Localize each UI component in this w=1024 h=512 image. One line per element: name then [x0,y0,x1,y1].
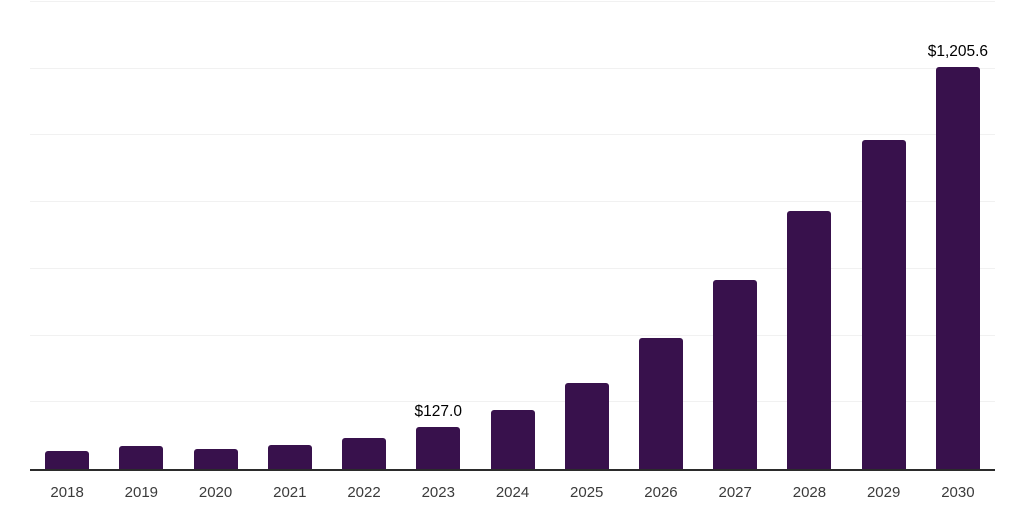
x-tick-2021: 2021 [273,484,307,501]
x-tick-2022: 2022 [347,484,381,501]
bar-2019 [119,446,164,469]
bar-2029 [861,139,906,469]
gridline-200 [30,401,995,403]
x-tick-2030: 2030 [941,484,975,501]
bar-2025 [564,382,609,469]
bar-2020 [193,449,238,469]
x-tick-2020: 2020 [198,484,233,501]
x-tick-2023: 2023 [421,484,455,501]
x-tick-2026: 2026 [644,484,678,501]
bar-2024 [490,409,535,469]
data-label-2030: $1,205.6 [927,42,989,60]
bar-2028 [787,211,832,469]
gridline-1200 [30,67,995,69]
bar-2023 [416,426,461,469]
x-tick-2027: 2027 [718,484,752,501]
bar-2030 [935,66,980,469]
gridline-800 [30,201,995,203]
bar-2026 [638,337,683,469]
x-tick-2029: 2029 [866,484,901,501]
x-tick-2018: 2018 [50,484,84,501]
bar-2027 [713,279,758,469]
gridline-600 [30,267,995,269]
x-tick-2025: 2025 [570,484,604,501]
x-axis: 2018 2019 2020 2021 2022 2023 2024 2025 2026 2027… [30,482,995,506]
gridline-400 [30,334,995,336]
bar-2022 [342,438,387,469]
bar-2021 [267,445,312,469]
gridline-1400 [30,1,995,2]
x-tick-2019: 2019 [124,484,159,501]
data-label-2023: $127.0 [414,402,462,420]
x-tick-2024: 2024 [495,484,530,501]
bar-2018 [45,450,90,469]
x-tick-2028: 2028 [792,484,827,501]
plot-area: $127.0 $1,205.6 [30,1,995,471]
gridline-1000 [30,134,995,136]
